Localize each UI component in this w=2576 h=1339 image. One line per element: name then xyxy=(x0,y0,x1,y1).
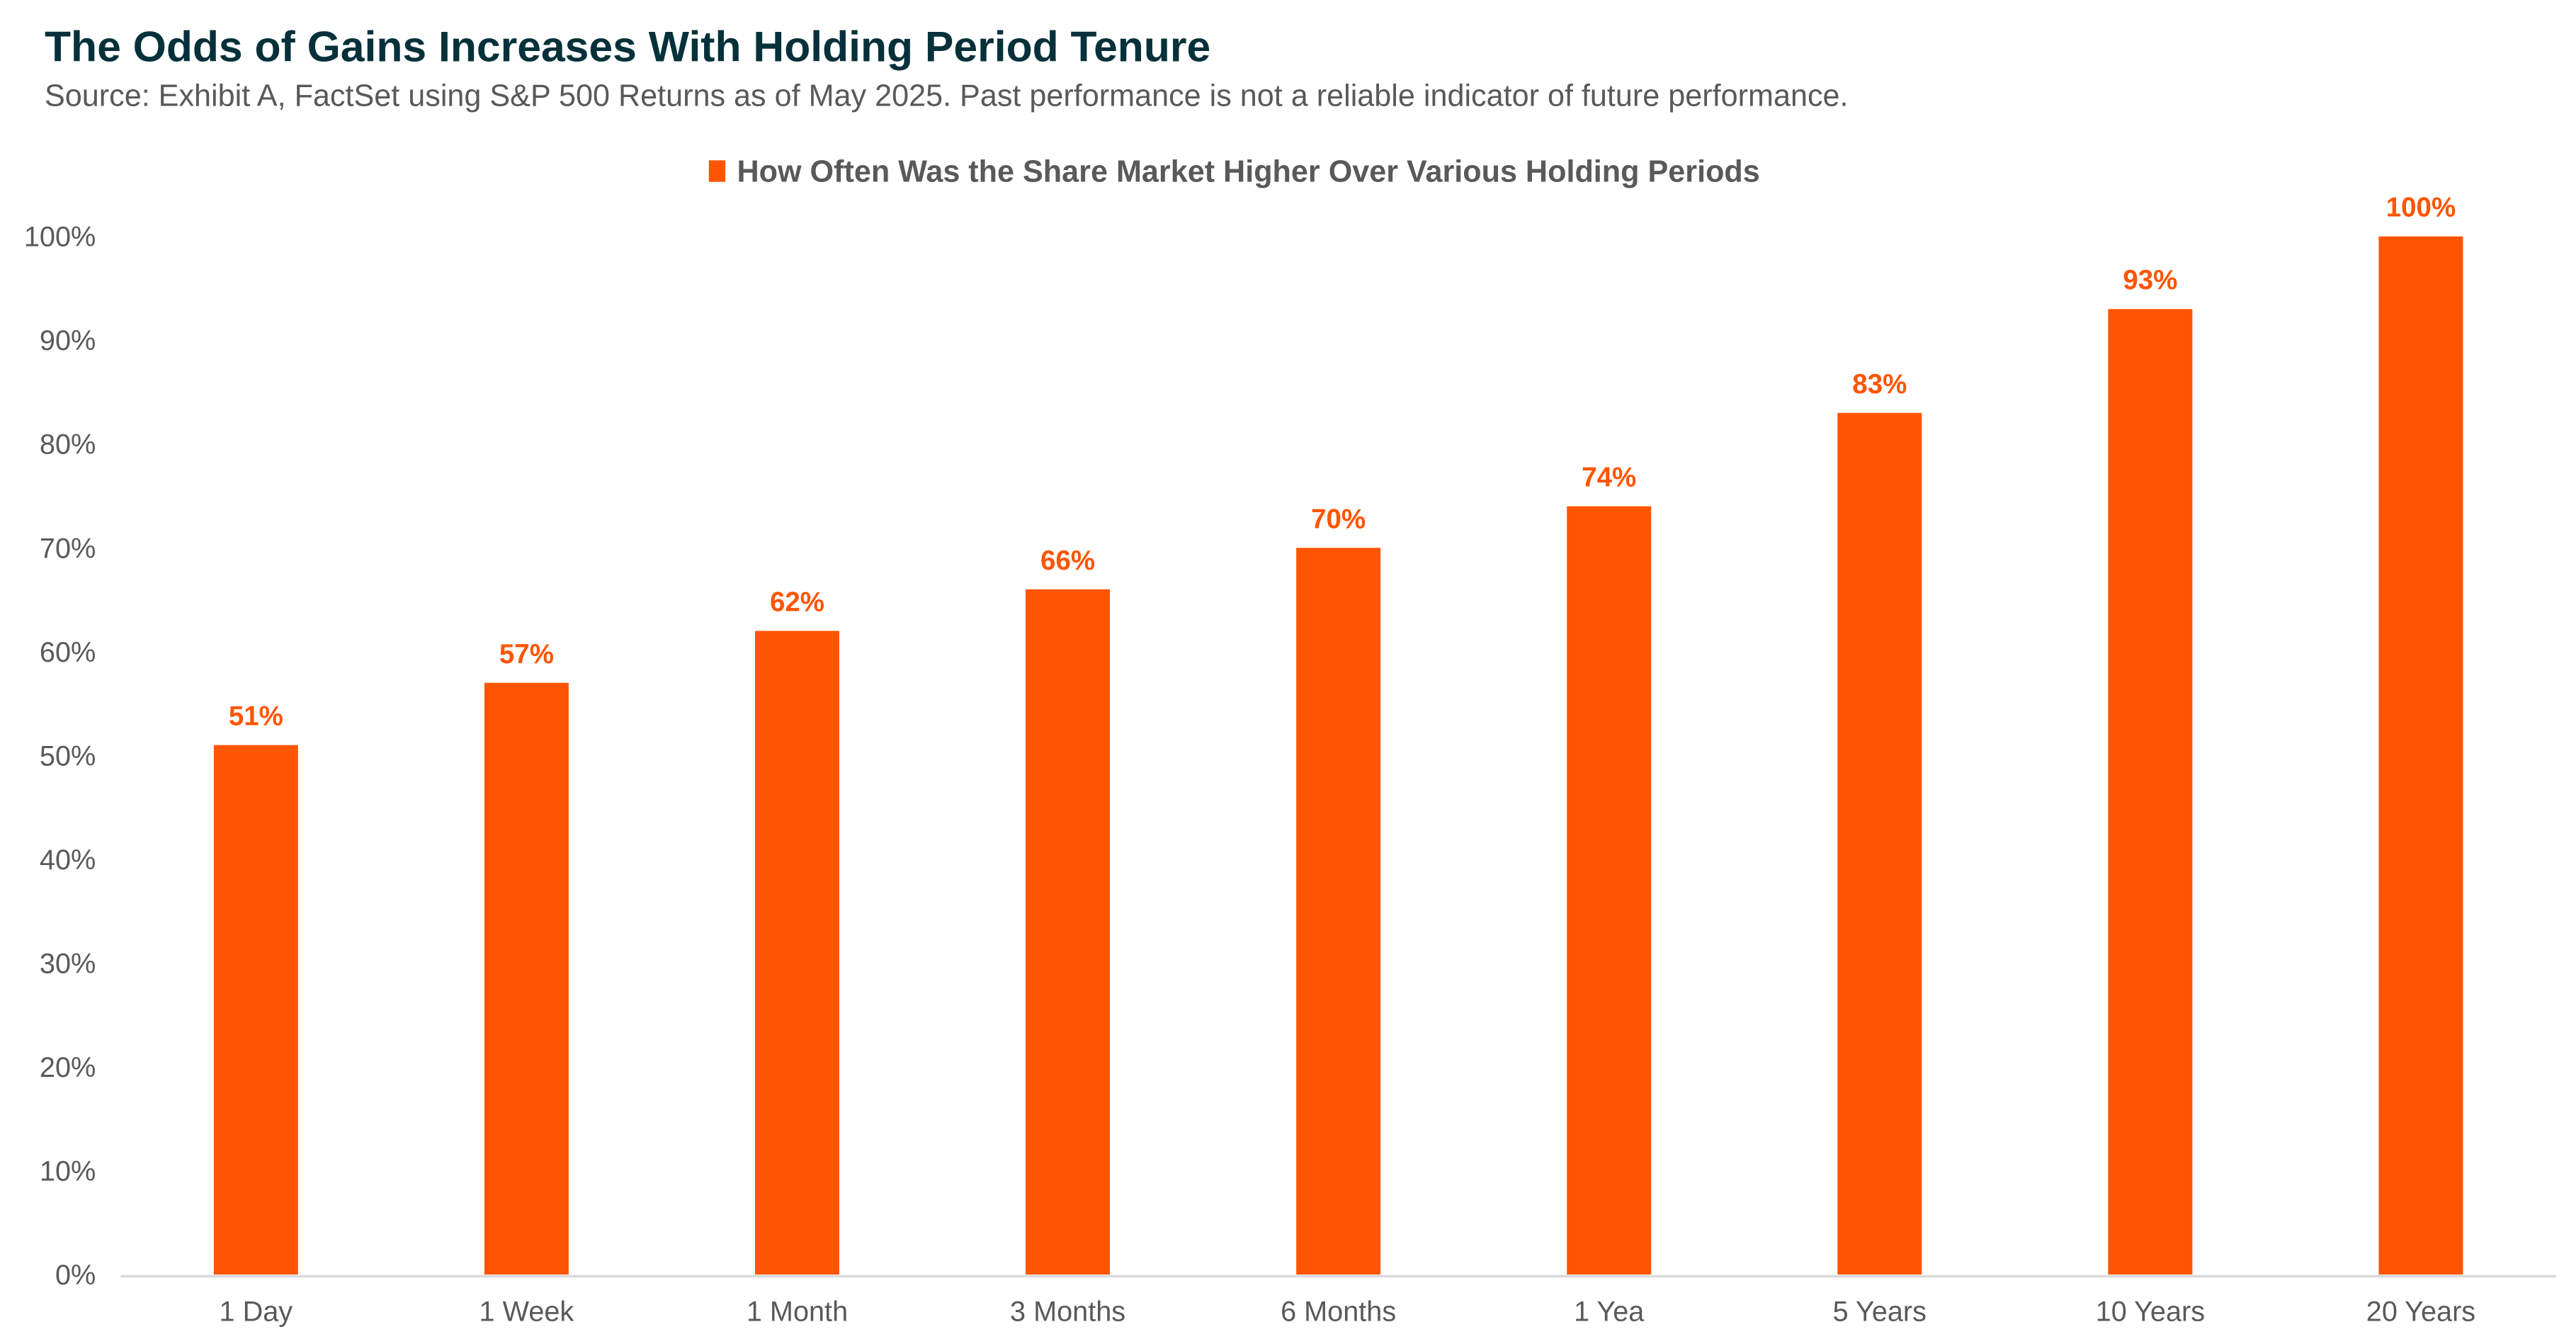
chart-title: The Odds of Gains Increases With Holding… xyxy=(45,22,1210,70)
chart-subtitle: Source: Exhibit A, FactSet using S&P 500… xyxy=(45,79,1849,113)
x-tick-label: 1 Month xyxy=(747,1296,848,1327)
data-label: 51% xyxy=(229,701,283,732)
legend-swatch xyxy=(708,160,726,182)
data-label: 93% xyxy=(2123,265,2177,295)
x-tick-label: 5 Years xyxy=(1833,1296,1927,1327)
y-tick-label: 70% xyxy=(40,533,96,564)
y-tick-label: 20% xyxy=(40,1052,96,1083)
legend-label: How Often Was the Share Market Higher Ov… xyxy=(737,155,1759,189)
y-tick-label: 100% xyxy=(24,222,96,253)
y-tick-label: 30% xyxy=(40,948,96,979)
bar xyxy=(1837,412,1922,1275)
x-tick-label: 1 Day xyxy=(220,1296,293,1327)
x-tick-label: 20 Years xyxy=(2366,1296,2475,1327)
y-tick-label: 50% xyxy=(40,740,96,772)
bar xyxy=(1026,589,1111,1275)
bars: 51% 57% 62% 66% 70% 74% 83% 93% 100% xyxy=(213,193,2463,1275)
bar xyxy=(2108,309,2193,1275)
x-tick-label: 3 Months xyxy=(1010,1296,1125,1327)
data-label: 83% xyxy=(1852,369,1907,400)
bar xyxy=(2378,236,2463,1275)
x-tick-label: 10 Years xyxy=(2096,1296,2205,1327)
legend: How Often Was the Share Market Higher Ov… xyxy=(708,155,1760,189)
y-tick-label: 80% xyxy=(40,429,96,461)
data-label: 70% xyxy=(1311,504,1366,534)
data-label: 66% xyxy=(1040,546,1095,576)
bar xyxy=(484,682,569,1275)
y-tick-label: 0% xyxy=(55,1260,96,1291)
y-axis: 0% 10% 20% 30% 40% 50% 60% 70% 80% 90% 100% xyxy=(24,222,96,1291)
y-tick-label: 60% xyxy=(40,637,96,668)
y-tick-label: 40% xyxy=(40,844,96,876)
y-tick-label: 10% xyxy=(40,1156,96,1187)
x-tick-label: 6 Months xyxy=(1281,1296,1396,1327)
data-label: 62% xyxy=(770,587,824,617)
bar xyxy=(1296,548,1381,1275)
x-axis: 1 Day 1 Week 1 Month 3 Months 6 Months 1 Yea 5… xyxy=(220,1296,2476,1327)
x-tick-label: 1 Week xyxy=(480,1296,574,1327)
bar xyxy=(1567,506,1652,1275)
bar xyxy=(755,631,839,1275)
data-label: 74% xyxy=(1582,463,1636,493)
y-tick-label: 90% xyxy=(40,325,96,356)
data-label: 57% xyxy=(499,639,554,670)
bar xyxy=(213,745,298,1275)
data-label: 100% xyxy=(2386,193,2456,223)
x-tick-label: 1 Yea xyxy=(1574,1296,1645,1327)
